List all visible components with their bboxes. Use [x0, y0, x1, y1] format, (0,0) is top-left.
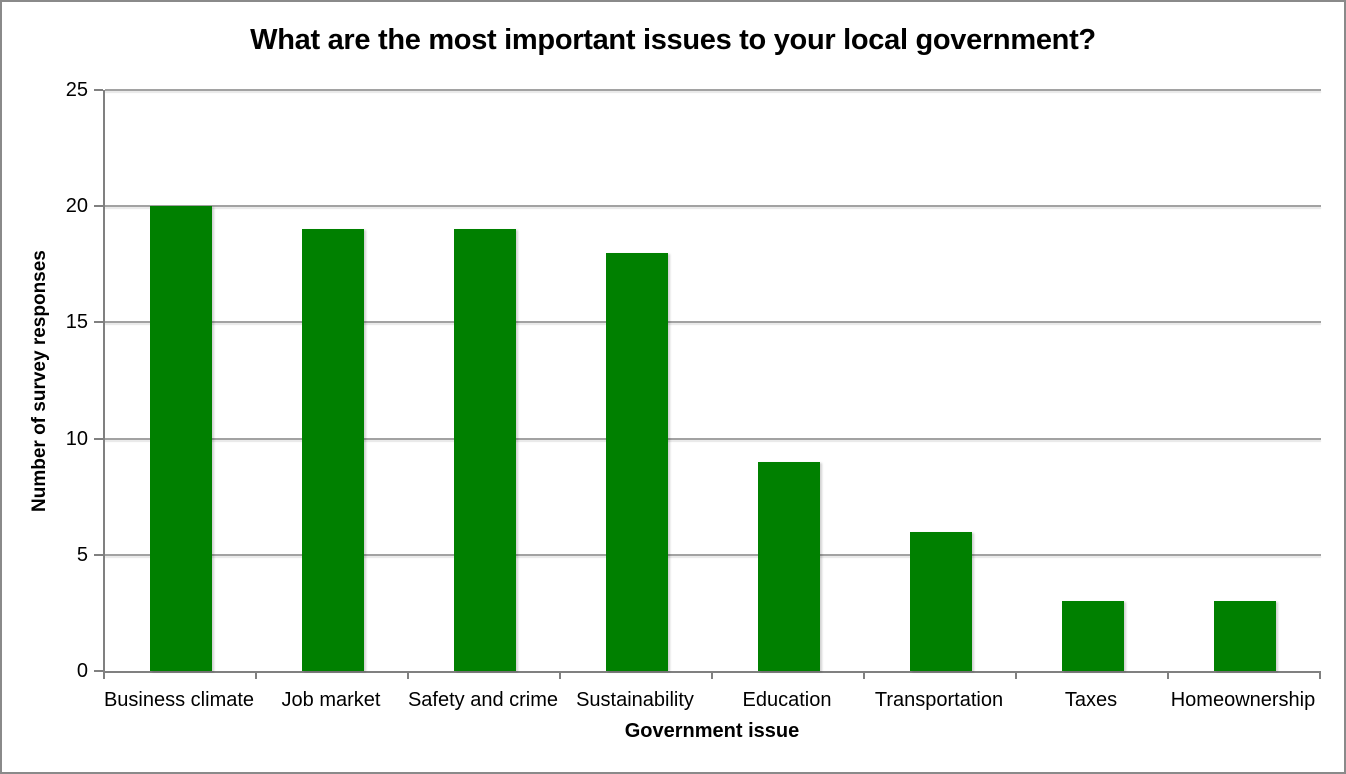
- y-tick-mark: [94, 205, 103, 208]
- bar: [606, 252, 668, 671]
- gridline: [105, 205, 1321, 208]
- y-tick-mark: [94, 553, 103, 556]
- x-tick-mark: [1319, 671, 1321, 679]
- y-tick-label: 15: [65, 311, 88, 334]
- x-category-label: Homeownership: [1170, 689, 1316, 711]
- x-tick-mark: [1167, 671, 1169, 679]
- bar: [758, 461, 820, 671]
- x-axis-title: Government issue: [624, 720, 800, 742]
- x-tick-mark: [255, 671, 257, 679]
- x-tick-mark: [863, 671, 865, 679]
- x-tick-mark: [103, 671, 105, 679]
- y-tick-mark: [94, 437, 103, 440]
- y-tick-mark: [94, 670, 103, 672]
- x-tick-mark: [1015, 671, 1017, 679]
- y-axis-title: Number of survey responses: [29, 250, 50, 513]
- x-category-label: Sustainability: [576, 689, 694, 711]
- x-category-label: Job market: [281, 689, 381, 711]
- y-tick-label: 10: [65, 427, 88, 450]
- gridline: [105, 89, 1321, 91]
- x-category-label: Safety and crime: [407, 689, 559, 711]
- x-tick-mark: [407, 671, 409, 679]
- y-tick-label: 25: [65, 79, 88, 101]
- y-tick-mark: [94, 89, 103, 91]
- bar: [910, 531, 972, 671]
- y-tick-label: 0: [76, 660, 88, 682]
- x-tick-mark: [559, 671, 561, 679]
- y-tick-mark: [94, 321, 103, 324]
- x-tick-mark: [711, 671, 713, 679]
- gridline: [105, 437, 1321, 440]
- bar: [454, 229, 516, 671]
- bar: [150, 206, 212, 671]
- chart-title: What are the most important issues to yo…: [250, 24, 1096, 56]
- bar: [1214, 601, 1276, 671]
- x-category-label: Education: [742, 689, 832, 711]
- bar: [1062, 601, 1124, 671]
- y-tick-label: 5: [76, 543, 88, 566]
- gridline: [105, 553, 1321, 556]
- plot-area: [103, 89, 1321, 673]
- x-category-label: Business climate: [103, 689, 255, 711]
- x-category-label: Transportation: [874, 689, 1004, 711]
- y-tick-label: 20: [65, 195, 88, 218]
- gridline: [105, 321, 1321, 324]
- bar: [302, 229, 364, 671]
- x-category-label: Taxes: [1064, 689, 1118, 711]
